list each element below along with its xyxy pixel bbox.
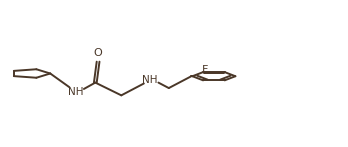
Text: O: O xyxy=(94,49,102,59)
Text: NH: NH xyxy=(68,87,83,97)
Text: NH: NH xyxy=(142,75,158,85)
Text: F: F xyxy=(202,65,208,75)
